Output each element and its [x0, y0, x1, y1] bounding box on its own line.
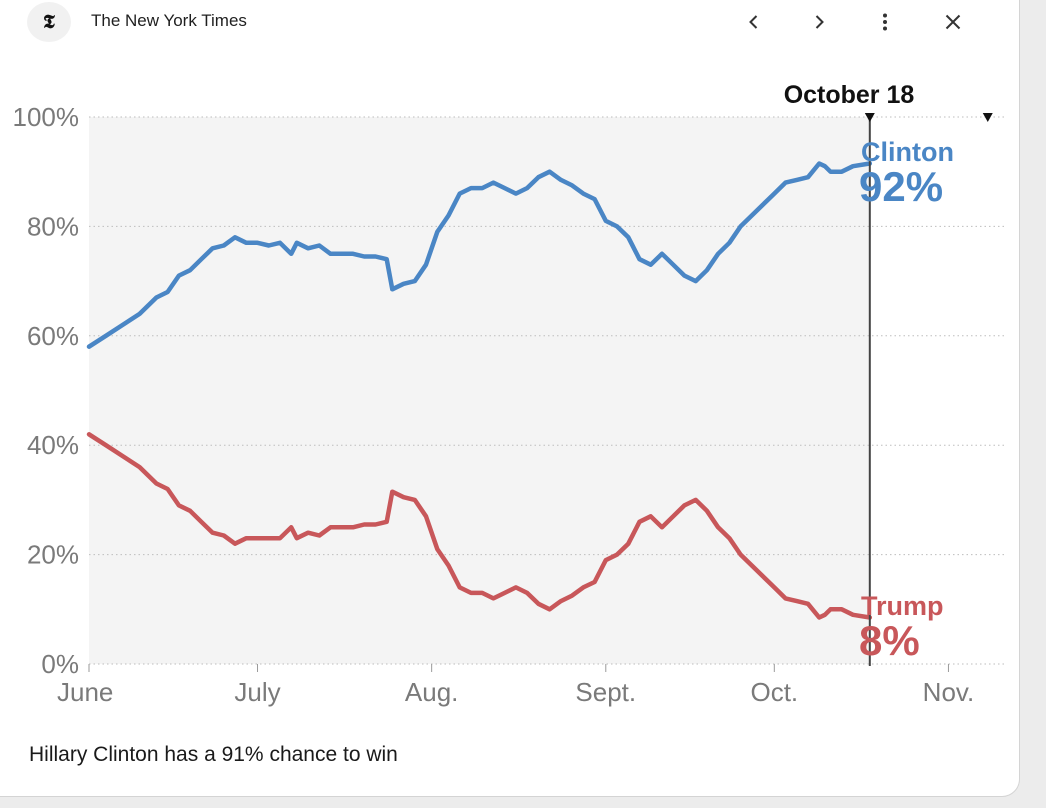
y-tick-label: 60% — [27, 321, 79, 351]
election-day-triangle-icon — [982, 113, 993, 122]
next-button[interactable] — [802, 5, 836, 39]
y-tick-label: 80% — [27, 211, 79, 241]
top-bar: 𝕿 The New York Times — [0, 0, 1019, 45]
nyt-logo-icon: 𝕿 — [27, 2, 71, 42]
x-tick-label: Nov. — [923, 677, 975, 707]
close-button[interactable] — [936, 5, 970, 39]
source-name[interactable]: The New York Times — [91, 11, 247, 30]
previous-button[interactable] — [737, 5, 771, 39]
y-tick-label: 0% — [41, 649, 79, 679]
chevron-right-icon — [815, 15, 824, 29]
axes: 0% 20% 40% 60% 80% 100% June July Aug. Sept. Oct. N… — [13, 102, 975, 707]
chart-caption: Hillary Clinton has a 91% chance to win — [29, 743, 398, 766]
date-marker: October 18 — [784, 81, 993, 666]
series-line-clinton — [86, 161, 873, 349]
series-name-label: Clinton — [861, 137, 954, 167]
more-options-button[interactable] — [868, 5, 902, 39]
series-lines — [86, 161, 873, 620]
more-vert-icon — [883, 13, 887, 31]
y-tick-label: 20% — [27, 540, 79, 570]
x-tick-label: Oct. — [750, 677, 798, 707]
news-card: 𝕿 The New York Times 0% — [0, 0, 1020, 797]
plot-background — [89, 117, 870, 664]
series-value-label: 92% — [859, 163, 943, 210]
x-tick-label: Aug. — [405, 677, 459, 707]
x-tick-label: Sept. — [575, 677, 636, 707]
series-name-label: Trump — [861, 591, 944, 621]
series-line-trump — [86, 432, 873, 620]
chevron-left-icon — [749, 15, 758, 29]
y-tick-label: 100% — [13, 102, 80, 132]
close-icon — [945, 14, 961, 30]
marker-date-label: October 18 — [784, 81, 915, 109]
x-tick-label: July — [234, 677, 280, 707]
y-tick-label: 40% — [27, 430, 79, 460]
x-tick-label: June — [57, 677, 113, 707]
forecast-line-chart: 0% 20% 40% 60% 80% 100% June July Aug. Sept. Oct. N… — [13, 81, 1004, 707]
series-value-label: 8% — [859, 617, 920, 664]
marker-triangle-icon — [864, 113, 875, 122]
